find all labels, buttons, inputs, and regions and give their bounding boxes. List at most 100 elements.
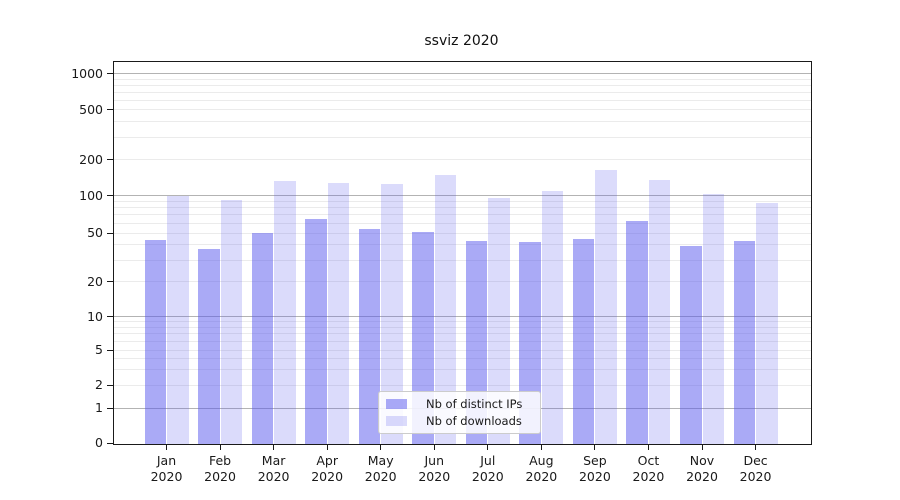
y-tick-label-1000: 1000 bbox=[71, 65, 103, 81]
bar-ips-jan bbox=[144, 239, 166, 444]
bar-ips-feb bbox=[198, 248, 220, 444]
y-tick-label-0: 0 bbox=[95, 435, 103, 450]
x-tick-mark-jul bbox=[487, 445, 489, 450]
x-tick-label-dec: Dec 2020 bbox=[739, 453, 772, 484]
x-tick-mark-oct bbox=[647, 445, 649, 450]
x-tick-mark-aug bbox=[540, 445, 542, 450]
y-tick-label-50: 50 bbox=[87, 225, 103, 240]
x-tick-mark-mar bbox=[273, 445, 275, 450]
x-tick-mark-may bbox=[380, 445, 382, 450]
gridline-minor-50 bbox=[114, 232, 811, 234]
gridline-major-1000 bbox=[114, 73, 811, 74]
gridline-minor-20 bbox=[114, 281, 811, 282]
y-tick-mark-200 bbox=[107, 159, 113, 160]
bar-downloads-jul bbox=[488, 197, 510, 444]
legend-label-distinct-ips: Nb of distinct IPs bbox=[426, 397, 523, 412]
gridline-minor-600 bbox=[114, 99, 811, 101]
bar-ips-dec bbox=[733, 240, 756, 444]
gridline-minor-2 bbox=[114, 384, 811, 386]
legend-item-distinct-ips: Nb of distinct IPs bbox=[386, 397, 533, 411]
y-tick-mark-0 bbox=[107, 442, 113, 444]
y-tick-mark-50 bbox=[107, 232, 113, 234]
legend-swatch-downloads-icon bbox=[386, 415, 407, 426]
bar-downloads-jan bbox=[167, 195, 189, 444]
gridline-major-100 bbox=[114, 195, 811, 197]
y-tick-label-20: 20 bbox=[87, 273, 103, 289]
x-tick-mark-dec bbox=[755, 445, 757, 450]
x-tick-mark-apr bbox=[326, 445, 328, 450]
x-tick-label-sep: Sep 2020 bbox=[578, 453, 611, 484]
gridline-minor-200 bbox=[114, 159, 811, 160]
legend: Nb of distinct IPs Nb of downloads bbox=[378, 391, 541, 434]
bar-downloads-aug bbox=[541, 191, 564, 444]
bar-ips-sep bbox=[572, 238, 595, 444]
bar-ips-jun bbox=[412, 231, 434, 444]
y-tick-mark-5 bbox=[107, 349, 113, 351]
x-tick-label-feb: Feb 2020 bbox=[204, 453, 236, 484]
gridline-minor-900 bbox=[114, 78, 811, 80]
gridline-minor-8 bbox=[114, 326, 811, 328]
x-tick-label-nov: Nov 2020 bbox=[686, 453, 718, 484]
bar-downloads-jun bbox=[434, 174, 457, 444]
gridline-minor-7 bbox=[114, 333, 811, 335]
x-tick-label-jul: Jul 2020 bbox=[471, 453, 504, 484]
grid-layer bbox=[114, 62, 811, 444]
gridline-minor-90 bbox=[114, 200, 811, 202]
bar-downloads-feb bbox=[220, 200, 243, 444]
gridline-minor-400 bbox=[114, 121, 811, 123]
gridline-minor-6 bbox=[114, 340, 811, 342]
x-tick-label-oct: Oct 2020 bbox=[632, 453, 665, 484]
gridline-minor-3 bbox=[114, 369, 811, 370]
bar-downloads-dec bbox=[756, 203, 778, 444]
gridline-minor-500 bbox=[114, 109, 811, 111]
gridline-minor-800 bbox=[114, 84, 811, 86]
chart-title: ssviz 2020 bbox=[424, 33, 499, 49]
bar-downloads-apr bbox=[327, 183, 350, 444]
y-tick-mark-100 bbox=[107, 195, 113, 197]
gridline-minor-700 bbox=[114, 91, 811, 93]
x-tick-mark-sep bbox=[594, 445, 596, 450]
gridline-major-10 bbox=[114, 316, 811, 317]
y-tick-mark-1 bbox=[107, 407, 113, 409]
bar-downloads-nov bbox=[702, 193, 724, 444]
bar-downloads-oct bbox=[648, 180, 671, 444]
bar-ips-nov bbox=[680, 246, 702, 444]
y-tick-label-200: 200 bbox=[79, 151, 103, 167]
y-tick-label-500: 500 bbox=[79, 101, 103, 117]
bar-ips-mar bbox=[251, 233, 274, 444]
gridline-minor-5 bbox=[114, 349, 811, 351]
y-tick-label-10: 10 bbox=[87, 308, 103, 324]
x-tick-label-aug: Aug 2020 bbox=[525, 453, 558, 484]
gridline-minor-60 bbox=[114, 222, 811, 224]
y-tick-mark-20 bbox=[107, 281, 113, 282]
x-tick-label-mar: Mar 2020 bbox=[257, 453, 290, 484]
legend-item-downloads: Nb of downloads bbox=[386, 414, 533, 428]
y-tick-label-1: 1 bbox=[95, 400, 103, 415]
plot-area: Nb of distinct IPs Nb of downloads bbox=[113, 61, 812, 445]
x-tick-label-may: May 2020 bbox=[364, 453, 397, 484]
x-tick-mark-jun bbox=[433, 445, 435, 450]
x-tick-mark-nov bbox=[701, 445, 703, 450]
gridline-minor-40 bbox=[114, 244, 811, 246]
bar-downloads-may bbox=[381, 184, 403, 444]
gridline-minor-30 bbox=[114, 259, 811, 261]
x-tick-label-jan: Jan 2020 bbox=[150, 453, 183, 484]
y-tick-label-5: 5 bbox=[95, 342, 103, 357]
bar-downloads-sep bbox=[595, 170, 617, 444]
legend-label-downloads: Nb of downloads bbox=[426, 413, 522, 428]
y-tick-mark-10 bbox=[107, 316, 113, 317]
y-tick-mark-500 bbox=[107, 109, 113, 111]
bar-downloads-mar bbox=[274, 180, 296, 444]
gridline-minor-70 bbox=[114, 214, 811, 216]
x-tick-mark-jan bbox=[166, 445, 167, 450]
y-tick-label-2: 2 bbox=[95, 377, 103, 392]
x-tick-label-apr: Apr 2020 bbox=[311, 453, 344, 484]
legend-swatch-distinct-ips-icon bbox=[386, 399, 407, 410]
x-tick-label-jun: Jun 2020 bbox=[418, 453, 451, 484]
bar-ips-apr bbox=[305, 218, 327, 444]
y-tick-mark-1000 bbox=[107, 73, 113, 74]
y-tick-label-100: 100 bbox=[79, 187, 103, 203]
bar-layer bbox=[114, 62, 811, 444]
y-tick-mark-2 bbox=[107, 384, 113, 386]
